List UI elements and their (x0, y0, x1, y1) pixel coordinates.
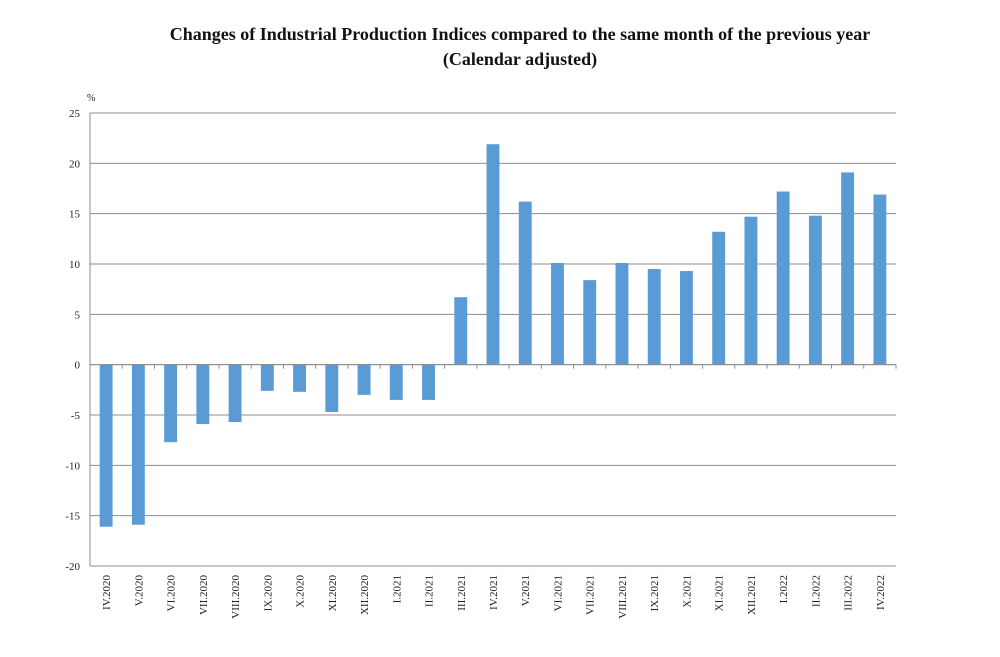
bar (325, 364, 339, 412)
bar (164, 364, 178, 443)
axes (89, 113, 897, 566)
y-tick-label: 10 (69, 259, 81, 271)
x-tick-label: X.2021 (681, 575, 693, 608)
x-tick-label: XII.2021 (746, 575, 758, 615)
bar (776, 191, 790, 365)
x-tick-labels: IV.2020 V.2020 VI.2020 VII.2020 VIII.2020 IX.… (101, 575, 887, 619)
x-tick-label: I.2021 (391, 575, 403, 603)
x-tick-label: VIII.2021 (617, 575, 629, 619)
bar (518, 201, 532, 365)
y-tick-label: -5 (71, 410, 81, 422)
x-tick-label: VII.2020 (198, 575, 210, 616)
bar (260, 364, 274, 391)
x-tick-label: III.2022 (843, 575, 855, 611)
x-tick-label: III.2021 (456, 575, 468, 611)
bar (712, 231, 726, 365)
y-tick-label: 20 (69, 158, 81, 170)
y-tick-label: -20 (65, 561, 80, 573)
y-tick-label: 5 (75, 309, 81, 321)
bar (422, 364, 435, 400)
bar (389, 364, 403, 400)
y-tick-label: -15 (65, 511, 80, 523)
x-tick-label: IV.2021 (488, 575, 500, 610)
x-tick-label: X.2020 (295, 575, 307, 608)
bar (228, 364, 242, 423)
bar (679, 271, 693, 365)
bar (131, 364, 145, 525)
chart-title: Changes of Industrial Production Indices… (169, 24, 871, 44)
x-tick-label: V.2021 (520, 575, 532, 606)
x-tick-label: XI.2020 (327, 575, 339, 612)
bar (583, 280, 597, 365)
bar (196, 364, 210, 425)
y-tick-label: -10 (65, 460, 80, 472)
x-tick-label: IV.2020 (101, 575, 113, 610)
bar (615, 262, 629, 365)
x-tick-label: II.2021 (424, 575, 436, 607)
bar (357, 364, 371, 395)
x-tick-label: VII.2021 (585, 575, 597, 615)
bar (454, 297, 468, 365)
y-axis-unit-label: % (87, 93, 96, 104)
x-tick-label: IV.2022 (875, 575, 887, 610)
bars (99, 144, 887, 527)
x-tick-label: IX.2020 (262, 575, 274, 612)
x-tick-label: IX.2021 (649, 575, 661, 611)
y-tick-labels: -20 -15 -10 -5 0 5 10 15 20 25 (65, 108, 80, 573)
x-tick-label: VI.2021 (552, 575, 564, 611)
x-tick-label: VIII.2020 (230, 575, 242, 619)
y-tick-label: 15 (69, 209, 81, 221)
x-tick-label: I.2022 (778, 575, 790, 603)
bar (551, 262, 564, 365)
bar (744, 216, 758, 365)
bar (99, 364, 113, 527)
bar (293, 364, 307, 392)
x-tick-label: II.2022 (810, 575, 822, 607)
x-tick-label: V.2020 (133, 575, 145, 607)
chart-subtitle: (Calendar adjusted) (442, 49, 598, 69)
bar (808, 215, 822, 365)
x-tick-label: XII.2020 (359, 575, 371, 616)
y-tick-label: 25 (69, 108, 81, 120)
bar (486, 144, 500, 365)
x-tick-label: XI.2021 (714, 575, 726, 611)
x-tick-label: VI.2020 (166, 575, 178, 612)
y-tick-label: 0 (75, 360, 81, 372)
bar (647, 269, 661, 365)
bar (873, 194, 887, 365)
bar (841, 172, 855, 365)
